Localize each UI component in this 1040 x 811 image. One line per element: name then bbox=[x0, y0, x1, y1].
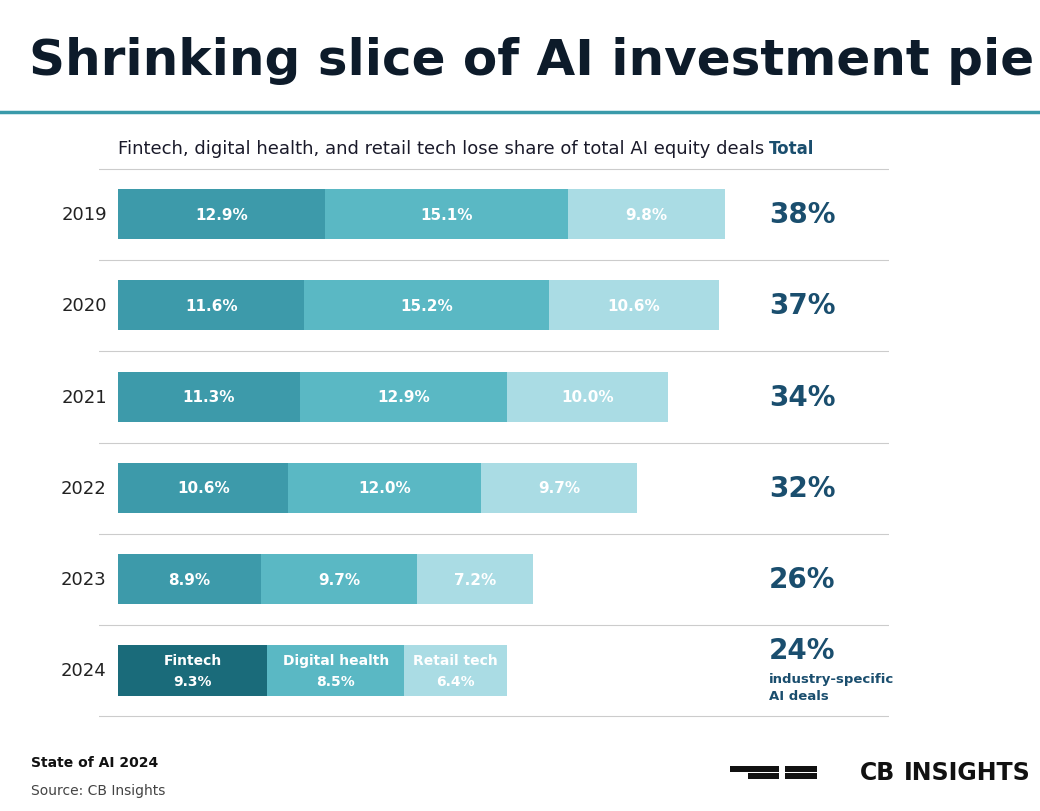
Text: Total: Total bbox=[769, 140, 814, 158]
Text: 7.2%: 7.2% bbox=[453, 572, 496, 587]
Bar bbox=[119, 372, 300, 423]
Bar bbox=[417, 555, 532, 604]
Bar bbox=[261, 555, 417, 604]
Bar bbox=[119, 190, 326, 240]
Bar bbox=[568, 190, 725, 240]
Text: 2019: 2019 bbox=[61, 206, 107, 224]
Text: 15.1%: 15.1% bbox=[420, 208, 473, 222]
Text: 32%: 32% bbox=[769, 474, 835, 502]
Bar bbox=[119, 646, 267, 696]
Bar bbox=[404, 646, 506, 696]
Text: 12.9%: 12.9% bbox=[196, 208, 249, 222]
FancyBboxPatch shape bbox=[748, 773, 779, 779]
Text: 15.2%: 15.2% bbox=[400, 298, 452, 314]
Text: 34%: 34% bbox=[769, 383, 835, 411]
Bar bbox=[326, 190, 568, 240]
Text: CB: CB bbox=[860, 761, 895, 784]
Text: INSIGHTS: INSIGHTS bbox=[904, 761, 1031, 784]
FancyBboxPatch shape bbox=[785, 766, 816, 772]
Text: 2022: 2022 bbox=[61, 479, 107, 497]
Text: 11.6%: 11.6% bbox=[185, 298, 237, 314]
Text: 2024: 2024 bbox=[61, 662, 107, 680]
Text: 9.7%: 9.7% bbox=[538, 481, 580, 496]
Text: 24%: 24% bbox=[769, 637, 835, 664]
Text: Retail tech: Retail tech bbox=[413, 653, 498, 667]
Text: 2021: 2021 bbox=[61, 388, 107, 406]
Text: 8.9%: 8.9% bbox=[168, 572, 211, 587]
Text: Fintech: Fintech bbox=[163, 653, 222, 667]
Text: 9.8%: 9.8% bbox=[625, 208, 668, 222]
Bar bbox=[482, 463, 636, 513]
Bar bbox=[506, 372, 668, 423]
Text: 2020: 2020 bbox=[61, 297, 107, 315]
Text: 9.3%: 9.3% bbox=[174, 675, 212, 689]
Bar bbox=[288, 463, 482, 513]
Bar bbox=[119, 281, 305, 331]
Bar bbox=[119, 463, 288, 513]
FancyBboxPatch shape bbox=[748, 766, 779, 772]
Text: 10.6%: 10.6% bbox=[177, 481, 230, 496]
Text: Fintech, digital health, and retail tech lose share of total AI equity deals: Fintech, digital health, and retail tech… bbox=[119, 140, 764, 158]
Text: industry-specific
AI deals: industry-specific AI deals bbox=[769, 672, 894, 702]
Text: Digital health: Digital health bbox=[283, 653, 389, 667]
Text: 12.9%: 12.9% bbox=[376, 389, 430, 405]
Text: 10.0%: 10.0% bbox=[561, 389, 614, 405]
Text: 10.6%: 10.6% bbox=[607, 298, 660, 314]
Bar bbox=[300, 372, 506, 423]
Text: Source: CB Insights: Source: CB Insights bbox=[31, 783, 165, 797]
Text: 6.4%: 6.4% bbox=[436, 675, 474, 689]
Text: 2023: 2023 bbox=[61, 570, 107, 589]
Text: 26%: 26% bbox=[769, 565, 835, 594]
FancyBboxPatch shape bbox=[730, 766, 779, 772]
Text: 38%: 38% bbox=[769, 201, 835, 229]
Bar bbox=[305, 281, 549, 331]
Bar bbox=[549, 281, 719, 331]
Bar bbox=[119, 555, 261, 604]
Bar bbox=[267, 646, 404, 696]
Text: 8.5%: 8.5% bbox=[316, 675, 355, 689]
FancyBboxPatch shape bbox=[785, 773, 816, 779]
Text: 12.0%: 12.0% bbox=[359, 481, 411, 496]
Text: 9.7%: 9.7% bbox=[318, 572, 360, 587]
Text: Shrinking slice of AI investment pie: Shrinking slice of AI investment pie bbox=[29, 37, 1034, 85]
Text: 11.3%: 11.3% bbox=[183, 389, 235, 405]
Text: 37%: 37% bbox=[769, 292, 835, 320]
Text: State of AI 2024: State of AI 2024 bbox=[31, 755, 158, 769]
